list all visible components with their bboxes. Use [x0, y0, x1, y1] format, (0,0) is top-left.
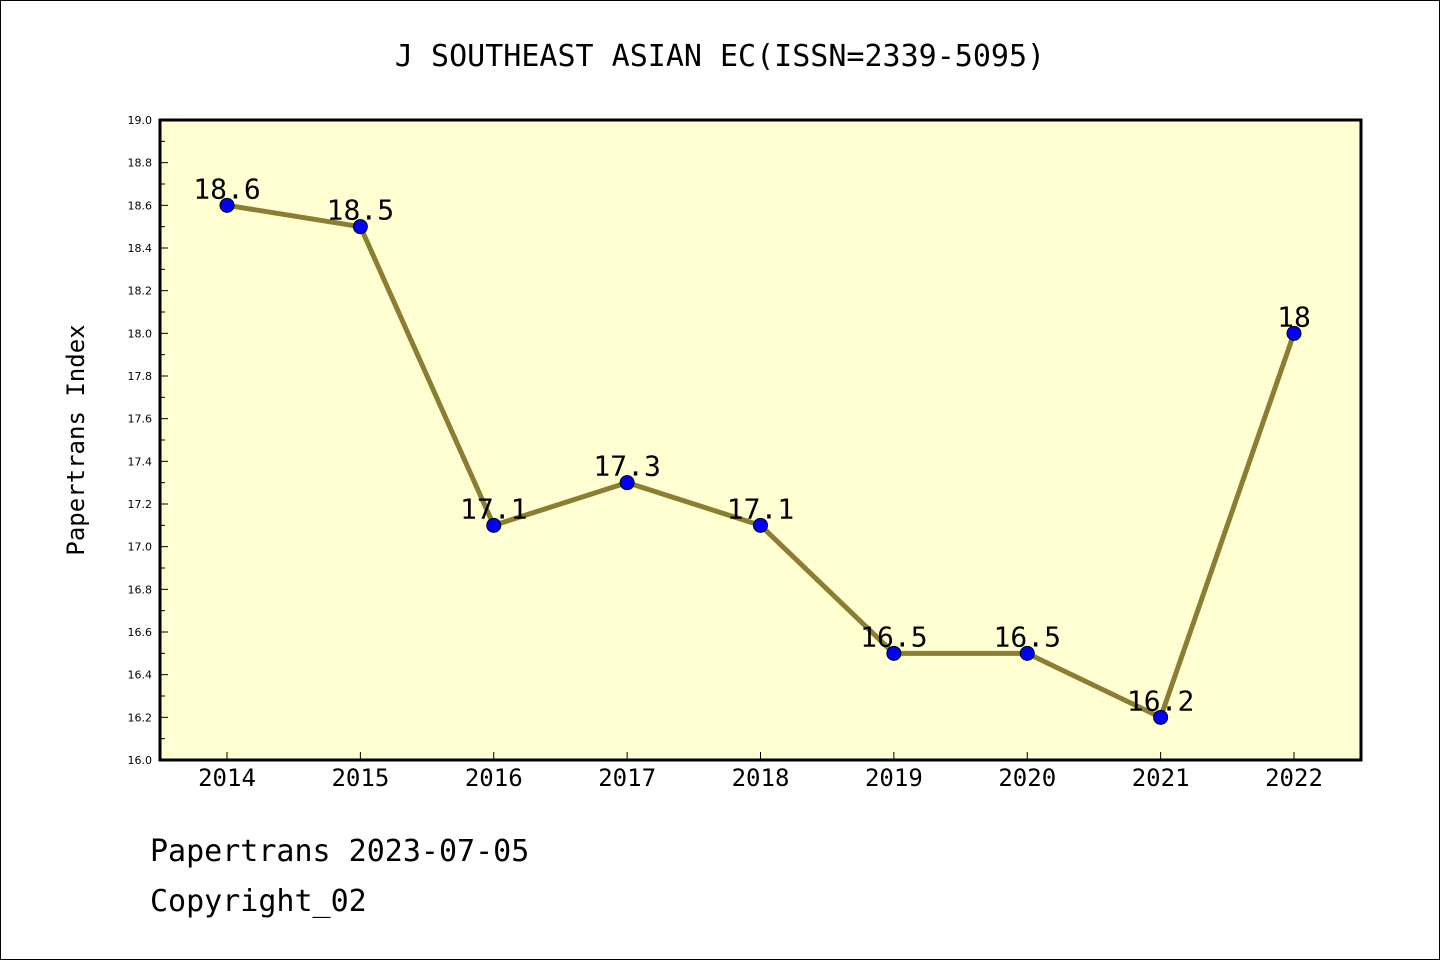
data-label: 17.1	[727, 492, 794, 525]
x-tick-label: 2016	[465, 764, 523, 792]
data-point	[1019, 645, 1035, 661]
data-point	[352, 219, 368, 235]
y-tick-label: 17.8	[128, 370, 153, 383]
series-group: 18.6 18.5 17.1 17.3 17.1 16.5 16.5 16.2 18	[193, 172, 1311, 725]
x-axis: 2014 2015 2016 2017 2018 2019 2020 2021 2022	[198, 752, 1323, 792]
x-tick-label: 2017	[598, 764, 656, 792]
y-tick-label: 17.2	[128, 498, 153, 511]
y-tick-label: 17.0	[128, 541, 153, 554]
chart-title: J SOUTHEAST ASIAN EC(ISSN=2339-5095)	[395, 39, 1045, 74]
x-tick-label: 2022	[1265, 764, 1323, 792]
footer-date: Papertrans 2023-07-05	[150, 834, 530, 869]
y-tick-label: 16.6	[128, 626, 153, 639]
x-tick-label: 2020	[998, 764, 1056, 792]
y-tick-label: 16.0	[128, 754, 153, 767]
x-tick-label: 2014	[198, 764, 256, 792]
data-point	[753, 517, 768, 533]
data-label: 16.5	[860, 620, 927, 653]
y-tick-label: 16.4	[128, 669, 153, 682]
data-label: 17.1	[460, 492, 527, 525]
data-label: 17.3	[593, 450, 660, 483]
x-tick-label: 2015	[331, 764, 389, 792]
y-axis: 16.0 16.2 16.4 16.6 16.8 17.0 17.2 17.4 17.6 17.8…	[128, 114, 168, 767]
x-tick-label: 2018	[732, 764, 790, 792]
data-label: 18.6	[193, 172, 260, 205]
data-point	[219, 197, 235, 213]
data-label: 16.5	[994, 620, 1061, 653]
y-tick-label: 18.0	[128, 327, 153, 340]
y-tick-label: 18.6	[128, 199, 153, 212]
x-tick-label: 2019	[865, 764, 923, 792]
data-point	[1286, 325, 1302, 341]
y-axis-label: Papertrans Index	[62, 324, 90, 555]
x-tick-label: 2021	[1132, 764, 1190, 792]
data-point	[1153, 709, 1169, 725]
y-tick-label: 17.6	[128, 413, 153, 426]
data-point	[619, 475, 635, 491]
y-tick-label: 18.2	[128, 285, 153, 298]
data-point	[886, 645, 902, 661]
y-tick-label: 19.0	[128, 114, 153, 127]
y-tick-label: 16.2	[128, 711, 153, 724]
data-point	[486, 517, 502, 533]
y-tick-label: 18.8	[128, 157, 153, 170]
plot-border	[158, 118, 1363, 762]
y-tick-label: 16.8	[128, 583, 153, 596]
data-label: 18	[1277, 300, 1311, 333]
footer-copyright: Copyright_02	[150, 884, 367, 919]
data-label: 16.2	[1127, 684, 1194, 717]
data-label: 18.5	[327, 194, 394, 227]
y-tick-label: 18.4	[128, 242, 153, 255]
y-tick-label: 17.4	[128, 455, 153, 468]
